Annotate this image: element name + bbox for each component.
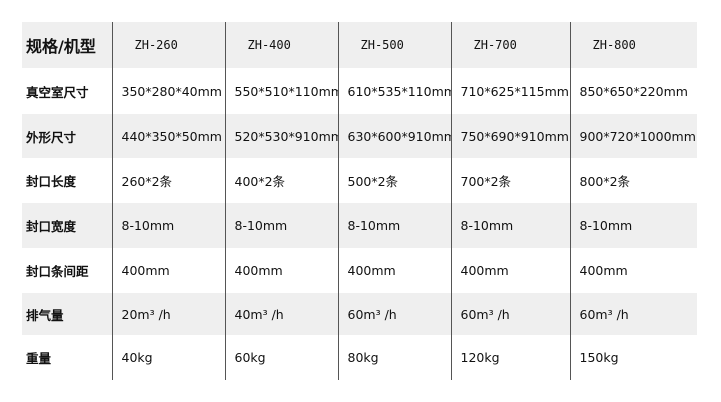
cell: 60m³ /h <box>337 293 451 335</box>
table-row: 封口条间距 400mm 400mm 400mm 400mm 400mm <box>22 248 697 293</box>
cell: 120kg <box>450 335 570 380</box>
cell: 610*535*110mm <box>337 68 451 114</box>
cell: 150kg <box>569 335 697 380</box>
table-row: 排气量 20m³ /h 40m³ /h 60m³ /h 60m³ /h 60m³ /h <box>22 293 697 335</box>
cell: 710*625*115mm <box>450 68 570 114</box>
table-row: 外形尺寸 440*350*50mm 520*530*910mm 630*600*910… <box>22 114 697 158</box>
table-row: 封口宽度 8-10mm 8-10mm 8-10mm 8-10mm 8-10mm <box>22 203 697 248</box>
cell: ZH-260 <box>111 22 225 68</box>
cell: 500*2条 <box>337 158 451 203</box>
cell: 400mm <box>224 248 338 293</box>
cell: 750*690*910mm <box>450 114 570 158</box>
cell: 400mm <box>450 248 570 293</box>
cell: 630*600*910mm <box>337 114 451 158</box>
cell: 550*510*110mm <box>224 68 338 114</box>
cell: 260*2条 <box>111 158 225 203</box>
cell: ZH-500 <box>337 22 451 68</box>
cell: 60m³ /h <box>450 293 570 335</box>
cell: 350*280*40mm <box>111 68 225 114</box>
cell: 400mm <box>337 248 451 293</box>
cell: 8-10mm <box>450 203 570 248</box>
cell: 400*2条 <box>224 158 338 203</box>
cell: ZH-700 <box>450 22 570 68</box>
cell: 8-10mm <box>337 203 451 248</box>
row-label: 封口宽度 <box>22 203 112 248</box>
cell: 400mm <box>111 248 225 293</box>
cell: 8-10mm <box>224 203 338 248</box>
cell: 60kg <box>224 335 338 380</box>
cell: 8-10mm <box>569 203 697 248</box>
row-label: 外形尺寸 <box>22 114 112 158</box>
cell: 400mm <box>569 248 697 293</box>
table-row: 真空室尺寸 350*280*40mm 550*510*110mm 610*535*11… <box>22 68 697 114</box>
cell: 40kg <box>111 335 225 380</box>
row-label: 重量 <box>26 351 52 366</box>
cell: 440*350*50mm <box>111 114 225 158</box>
table-row: 封口长度 260*2条 400*2条 500*2条 700*2条 800*2条 <box>22 158 697 203</box>
cell: 20m³ /h <box>111 293 225 335</box>
cell: 900*720*1000mm <box>569 114 697 158</box>
table-row: 规格/机型 ZH-260 ZH-400 ZH-500 ZH-700 ZH-800 <box>22 22 697 68</box>
cell: 80kg <box>337 335 451 380</box>
cell: 8-10mm <box>111 203 225 248</box>
row-label: 规格/机型 <box>22 22 112 68</box>
row-label: 封口长度 <box>26 174 77 189</box>
spec-table: 规格/机型 ZH-260 ZH-400 ZH-500 ZH-700 ZH-800 真空室尺寸… <box>22 22 697 380</box>
cell: 520*530*910mm <box>224 114 338 158</box>
cell: ZH-400 <box>224 22 338 68</box>
row-label: 封口条间距 <box>26 264 89 279</box>
cell: ZH-800 <box>569 22 697 68</box>
table-row: 重量 40kg 60kg 80kg 120kg 150kg <box>22 335 697 380</box>
cell: 60m³ /h <box>569 293 697 335</box>
cell: 800*2条 <box>569 158 697 203</box>
cell: 850*650*220mm <box>569 68 697 114</box>
cell: 40m³ /h <box>224 293 338 335</box>
row-label: 排气量 <box>22 293 112 335</box>
cell: 700*2条 <box>450 158 570 203</box>
row-label: 真空室尺寸 <box>26 84 89 100</box>
